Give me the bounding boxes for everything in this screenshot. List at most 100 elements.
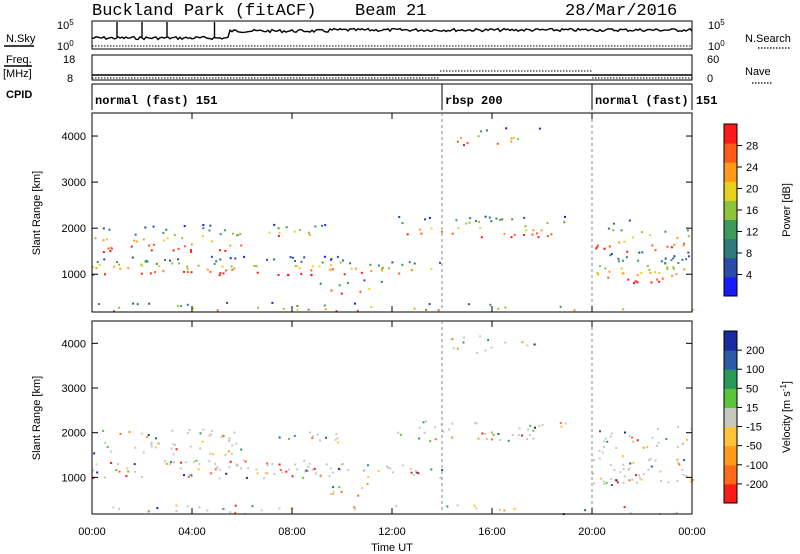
heatmap-cell	[531, 233, 534, 236]
heatmap-cell	[112, 506, 115, 509]
heatmap-cell	[331, 471, 334, 474]
heatmap-cell	[225, 269, 228, 272]
heatmap-cell	[266, 462, 269, 465]
heatmap-cell	[98, 263, 101, 266]
heatmap-cell	[628, 479, 631, 482]
heatmap-cell	[223, 507, 226, 510]
noise-left-bottom-tick: 100	[57, 39, 74, 53]
heatmap-cell	[425, 420, 427, 423]
heatmap-cell	[683, 459, 686, 462]
heatmap-cell	[146, 436, 148, 439]
heatmap-cell	[672, 257, 675, 260]
heatmap-cell	[401, 222, 404, 225]
heatmap-cell	[418, 437, 421, 440]
heatmap-cell	[285, 226, 288, 229]
heatmap-cell	[446, 505, 449, 508]
heatmap-cell	[456, 347, 459, 350]
nsearch-label: N.Search	[745, 33, 791, 45]
heatmap-cell	[239, 233, 242, 236]
heatmap-cell	[340, 292, 343, 295]
heatmap-cell	[186, 267, 189, 270]
nsky-label: N.Sky	[6, 33, 36, 45]
colorbar-tick-label: 50	[746, 383, 758, 395]
heatmap-cell	[604, 267, 607, 270]
heatmap-cell	[278, 463, 281, 466]
heatmap-cell	[134, 470, 136, 473]
heatmap-cell	[478, 220, 480, 223]
heatmap-cell	[229, 511, 232, 514]
heatmap-cell	[188, 473, 191, 476]
heatmap-cell	[271, 301, 274, 304]
heatmap-cell	[463, 144, 465, 147]
heatmap-cell	[198, 506, 201, 509]
colorbar-swatch	[724, 200, 737, 221]
heatmap-cell	[118, 470, 121, 473]
heatmap-cell	[683, 242, 686, 245]
heatmap-cell	[622, 308, 625, 311]
heatmap-cell	[305, 469, 308, 472]
heatmap-cell	[229, 460, 232, 463]
heatmap-cell	[231, 232, 234, 235]
heatmap-cell	[647, 468, 650, 471]
heatmap-cell	[685, 258, 688, 261]
colorbar-swatch	[724, 219, 737, 240]
heatmap-cell	[451, 436, 454, 439]
heatmap-cell	[92, 266, 94, 268]
velocity-panel: 1000 2000 3000 4000 Slant Range [km]	[31, 320, 694, 516]
heatmap-cell	[170, 461, 172, 463]
heatmap-cell	[414, 470, 417, 472]
heatmap-cell	[359, 290, 362, 293]
heatmap-cell	[468, 221, 471, 224]
heatmap-cell	[213, 262, 216, 265]
heatmap-cell	[162, 231, 165, 234]
heatmap-cell	[620, 229, 623, 232]
heatmap-cell	[153, 243, 155, 246]
heatmap-cell	[354, 508, 357, 511]
heatmap-cell	[268, 231, 271, 234]
heatmap-cell	[685, 475, 688, 478]
heatmap-cell	[623, 240, 626, 243]
heatmap-cell	[209, 452, 212, 455]
heatmap-cell	[675, 273, 678, 276]
heatmap-cell	[266, 258, 269, 261]
heatmap-cell	[601, 451, 604, 454]
heatmap-cell	[363, 279, 366, 282]
heatmap-cell	[329, 264, 332, 267]
heatmap-cell	[651, 436, 654, 439]
heatmap-cell	[291, 256, 294, 259]
heatmap-cell	[244, 460, 247, 463]
heatmap-cell	[481, 432, 484, 435]
heatmap-cell	[140, 263, 143, 266]
heatmap-cell	[164, 460, 167, 463]
heatmap-cell	[253, 265, 256, 267]
heatmap-cell	[293, 434, 296, 437]
heatmap-cell	[642, 473, 645, 476]
heatmap-cell	[597, 244, 599, 247]
heatmap-cell	[310, 269, 313, 272]
heatmap-cell	[504, 306, 507, 309]
heatmap-cell	[622, 259, 625, 262]
heatmap-cell	[339, 261, 342, 264]
heatmap-cell	[621, 455, 624, 458]
heatmap-cell	[285, 470, 288, 473]
heatmap-cell	[664, 230, 667, 233]
heatmap-cell	[609, 435, 612, 438]
heatmap-cell	[294, 260, 296, 262]
heatmap-cell	[142, 451, 145, 454]
heatmap-cell	[337, 467, 340, 470]
heatmap-cell	[428, 216, 431, 219]
heatmap-cell	[102, 227, 105, 230]
heatmap-cell	[227, 450, 230, 453]
heatmap-cell	[537, 236, 540, 239]
heatmap-cell	[357, 494, 360, 497]
heatmap-cell	[477, 437, 480, 440]
heatmap-cell	[489, 303, 492, 306]
heatmap-cell	[92, 273, 95, 276]
heatmap-cell	[538, 425, 541, 427]
heatmap-cell	[179, 467, 182, 470]
heatmap-cell	[560, 425, 563, 428]
heatmap-cell	[321, 261, 324, 264]
heatmap-cell	[667, 481, 670, 484]
heatmap-cell	[293, 230, 296, 233]
heatmap-cell	[144, 226, 147, 229]
